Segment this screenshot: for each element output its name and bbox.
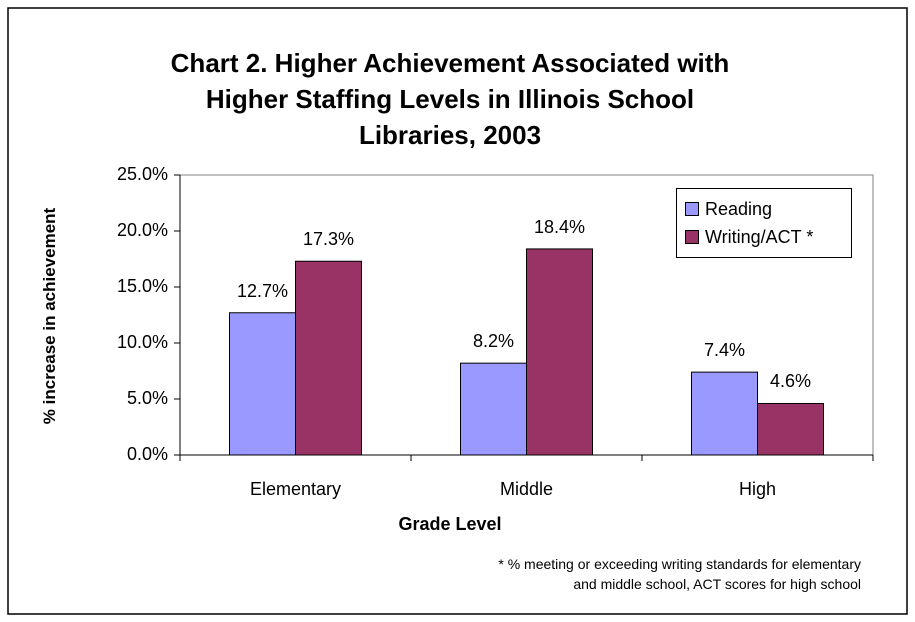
data-label-text: 12.7% xyxy=(236,280,289,301)
data-label-text: 4.6% xyxy=(769,371,812,392)
chart-border xyxy=(7,7,908,615)
footnote-line-2: and middle school, ACT scores for high s… xyxy=(573,576,861,592)
legend-item-reading: Reading xyxy=(685,197,772,221)
data-label-text: 17.3% xyxy=(302,229,355,250)
y-tick-label: 25.0% xyxy=(116,164,168,184)
legend-item-writing: Writing/ACT * xyxy=(685,225,813,249)
footnote-line-1: * % meeting or exceeding writing standar… xyxy=(498,556,861,572)
bar-reading-elementary xyxy=(229,312,296,456)
y-tick-label: 0.0% xyxy=(126,444,168,464)
chart-title-line-1: Chart 2. Higher Achievement Associated w… xyxy=(170,48,730,78)
y-axis-label: % increase in achievement xyxy=(40,207,59,425)
legend-label-reading: Reading xyxy=(705,198,773,219)
y-tick-label: 20.0% xyxy=(116,220,168,240)
y-tick-label: 5.0% xyxy=(126,388,168,408)
data-label-text: 8.2% xyxy=(472,331,515,352)
data-label-text: 18.4% xyxy=(533,216,586,237)
chart-title-line-2: Higher Staffing Levels in Illinois Schoo… xyxy=(205,84,695,114)
bar-reading-high xyxy=(691,371,758,456)
legend: Reading Writing/ACT * xyxy=(676,188,852,258)
data-label-text: 7.4% xyxy=(703,340,746,361)
bar-writing-high xyxy=(757,402,824,456)
legend-label-writing: Writing/ACT * xyxy=(705,226,814,247)
legend-swatch-reading xyxy=(685,202,699,216)
y-tick-label: 10.0% xyxy=(116,332,168,352)
y-tick-label: 15.0% xyxy=(116,276,168,296)
chart-title-line-3: Libraries, 2003 xyxy=(358,120,542,150)
bar-writing-elementary xyxy=(295,260,362,456)
bar-writing-middle xyxy=(526,248,593,456)
x-tick-label-text: Middle xyxy=(499,479,554,499)
x-tick-label-text: Elementary xyxy=(249,479,342,499)
x-axis-label-text: Grade Level xyxy=(398,514,502,534)
legend-swatch-writing xyxy=(685,230,699,244)
bar-reading-middle xyxy=(460,362,527,456)
x-tick-label-text: High xyxy=(738,479,777,499)
